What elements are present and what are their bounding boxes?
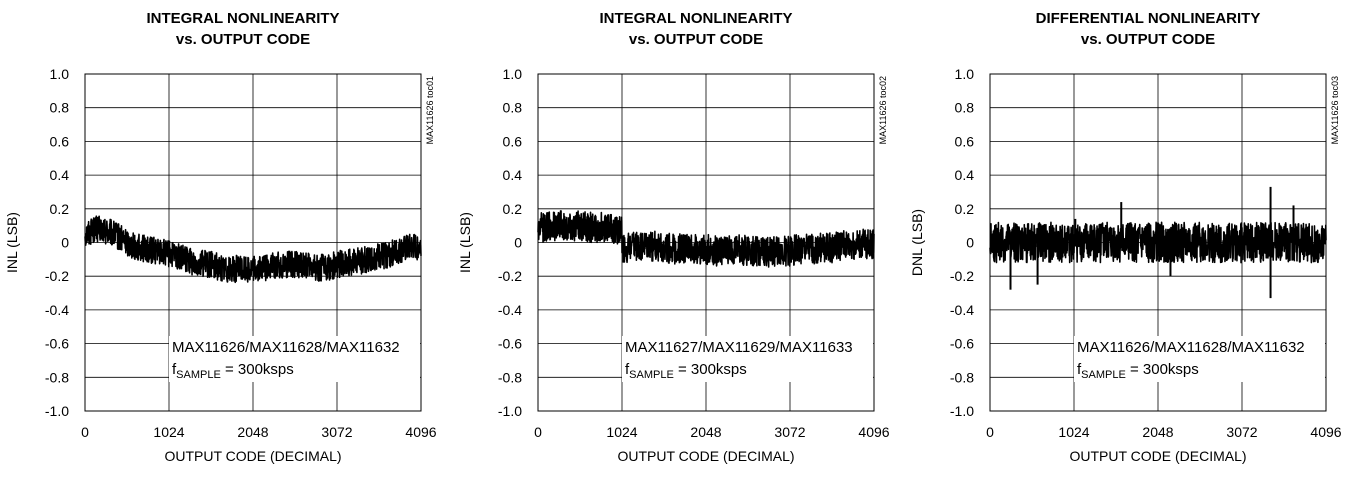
legend-device-list: MAX11626/MAX11628/MAX11632 bbox=[172, 339, 400, 356]
legend-rate-value: = 300ksps bbox=[1126, 361, 1199, 378]
x-tick-label: 4096 bbox=[858, 424, 889, 440]
legend-device-list: MAX11626/MAX11628/MAX11632 bbox=[1077, 339, 1305, 356]
data-series-line bbox=[989, 221, 1327, 264]
y-tick-label: 0.2 bbox=[955, 201, 975, 217]
legend-background bbox=[1074, 336, 1325, 382]
chart-title: DIFFERENTIAL NONLINEARITY bbox=[1036, 10, 1261, 27]
y-tick-label: -0.2 bbox=[950, 268, 974, 284]
y-tick-label: -1.0 bbox=[498, 403, 522, 419]
data-series-line bbox=[84, 215, 422, 284]
y-tick-label: 0.4 bbox=[955, 167, 975, 183]
x-tick-label: 1024 bbox=[153, 424, 184, 440]
y-tick-label: -0.8 bbox=[45, 369, 69, 385]
x-tick-label: 0 bbox=[986, 424, 994, 440]
x-tick-label: 3072 bbox=[321, 424, 352, 440]
legend-sample-rate: fSAMPLE = 300ksps bbox=[172, 361, 294, 381]
legend-rate-value: = 300ksps bbox=[674, 361, 747, 378]
x-tick-label: 2048 bbox=[1142, 424, 1173, 440]
chart-title: INTEGRAL NONLINEARITY bbox=[146, 10, 339, 27]
y-tick-label: 0.6 bbox=[50, 133, 70, 149]
legend-symbol-subscript: SAMPLE bbox=[1081, 369, 1126, 381]
figure-code: MAX11626 toc02 bbox=[878, 76, 888, 144]
y-tick-label: -0.6 bbox=[45, 336, 69, 352]
x-tick-label: 3072 bbox=[774, 424, 805, 440]
y-tick-label: -0.6 bbox=[950, 336, 974, 352]
y-tick-label: 1.0 bbox=[503, 66, 523, 82]
y-tick-label: 0.6 bbox=[503, 133, 523, 149]
data-series-line bbox=[537, 210, 875, 268]
y-tick-label: 0.4 bbox=[503, 167, 523, 183]
y-tick-label: 1.0 bbox=[955, 66, 975, 82]
y-tick-label: -1.0 bbox=[45, 403, 69, 419]
figure-code: MAX11626 toc01 bbox=[425, 76, 435, 144]
legend-background bbox=[169, 336, 420, 382]
chart-title: INTEGRAL NONLINEARITY bbox=[599, 10, 792, 27]
x-axis-label: OUTPUT CODE (DECIMAL) bbox=[1069, 448, 1246, 464]
y-tick-label: 0.8 bbox=[955, 100, 975, 116]
y-tick-label: 0.8 bbox=[503, 100, 523, 116]
y-tick-label: -0.2 bbox=[45, 268, 69, 284]
y-tick-label: -0.4 bbox=[950, 302, 974, 318]
x-axis-label: OUTPUT CODE (DECIMAL) bbox=[164, 448, 341, 464]
y-tick-label: -1.0 bbox=[950, 403, 974, 419]
x-tick-label: 0 bbox=[81, 424, 89, 440]
y-tick-label: 0.6 bbox=[955, 133, 975, 149]
y-axis-label: INL (LSB) bbox=[4, 212, 20, 273]
y-tick-label: 0 bbox=[514, 235, 522, 251]
y-tick-label: 0 bbox=[61, 235, 69, 251]
legend-rate-value: = 300ksps bbox=[221, 361, 294, 378]
y-tick-label: 0.8 bbox=[50, 100, 70, 116]
chart-subtitle: vs. OUTPUT CODE bbox=[176, 31, 310, 48]
legend-background bbox=[622, 336, 873, 382]
legend-symbol-subscript: SAMPLE bbox=[629, 369, 674, 381]
y-tick-label: 0.2 bbox=[50, 201, 70, 217]
legend-device-list: MAX11627/MAX11629/MAX11633 bbox=[625, 339, 853, 356]
x-tick-label: 4096 bbox=[405, 424, 436, 440]
y-tick-label: 0 bbox=[966, 235, 974, 251]
x-tick-label: 0 bbox=[534, 424, 542, 440]
y-tick-label: -0.8 bbox=[950, 369, 974, 385]
legend-symbol: f bbox=[172, 361, 177, 378]
y-tick-label: -0.8 bbox=[498, 369, 522, 385]
x-tick-label: 2048 bbox=[237, 424, 268, 440]
legend-symbol-subscript: SAMPLE bbox=[176, 369, 221, 381]
y-tick-label: 0.4 bbox=[50, 167, 70, 183]
x-tick-label: 3072 bbox=[1226, 424, 1257, 440]
legend-sample-rate: fSAMPLE = 300ksps bbox=[625, 361, 747, 381]
y-tick-label: -0.4 bbox=[498, 302, 522, 318]
y-tick-label: 0.2 bbox=[503, 201, 523, 217]
y-axis-label: INL (LSB) bbox=[457, 212, 473, 273]
x-tick-label: 1024 bbox=[606, 424, 637, 440]
y-tick-label: -0.2 bbox=[498, 268, 522, 284]
x-tick-label: 1024 bbox=[1058, 424, 1089, 440]
figure-code: MAX11626 toc03 bbox=[1330, 76, 1340, 144]
x-tick-label: 2048 bbox=[690, 424, 721, 440]
x-axis-label: OUTPUT CODE (DECIMAL) bbox=[617, 448, 794, 464]
chart-subtitle: vs. OUTPUT CODE bbox=[629, 31, 763, 48]
legend-symbol: f bbox=[1077, 361, 1082, 378]
y-tick-label: 1.0 bbox=[50, 66, 70, 82]
chart-subtitle: vs. OUTPUT CODE bbox=[1081, 31, 1215, 48]
y-axis-label: DNL (LSB) bbox=[909, 209, 925, 276]
y-tick-label: -0.4 bbox=[45, 302, 69, 318]
x-tick-label: 4096 bbox=[1310, 424, 1341, 440]
y-tick-label: -0.6 bbox=[498, 336, 522, 352]
legend-symbol: f bbox=[625, 361, 630, 378]
legend-sample-rate: fSAMPLE = 300ksps bbox=[1077, 361, 1199, 381]
